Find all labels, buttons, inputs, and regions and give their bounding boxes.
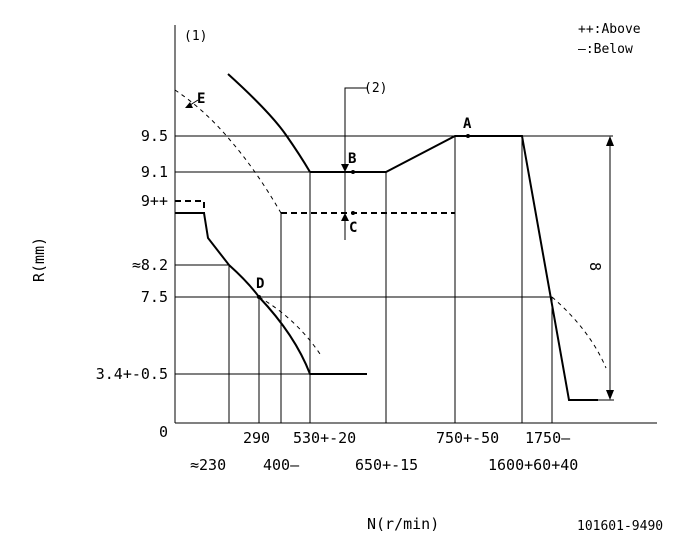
vertical-drop-lines xyxy=(228,136,553,423)
x-tick-1750: 1750— xyxy=(525,429,571,447)
x-tick-290: 290 xyxy=(243,429,270,447)
horizontal-reference-lines xyxy=(175,135,613,375)
y-tick-labels: 9.5 9.1 9++ ≈8.2 7.5 3.4+-0.5 0 xyxy=(96,127,168,441)
legend-below: —:Below xyxy=(578,42,633,57)
part-number: 101601-9490 xyxy=(577,519,663,534)
y-tick-8-2: ≈8.2 xyxy=(132,256,168,274)
x-axis-label: N(r/min) xyxy=(367,515,439,533)
dimension-8-label: 8 xyxy=(586,262,604,271)
dashed-curves xyxy=(174,89,607,369)
dimension-8-arrows xyxy=(606,136,614,400)
callout-arrows xyxy=(341,164,349,221)
dashed-bold-lines xyxy=(175,200,455,214)
y-tick-9-1: 9.1 xyxy=(141,163,168,181)
point-c-label: C xyxy=(349,220,357,236)
y-tick-7-5: 7.5 xyxy=(141,288,168,306)
x-tick-400: 400— xyxy=(263,456,300,474)
y-tick-3-4: 3.4+-0.5 xyxy=(96,365,168,383)
y-tick-9-5: 9.5 xyxy=(141,127,168,145)
point-e-label: E xyxy=(197,91,205,107)
x-tick-labels: 290 530+-20 750+-50 1750— ≈230 400— 650+… xyxy=(190,429,578,474)
point-markers xyxy=(257,134,470,299)
y-tick-0: 0 xyxy=(159,423,168,441)
point-d-label: D xyxy=(256,276,264,292)
point-a-label: A xyxy=(463,116,472,132)
x-tick-650: 650+-15 xyxy=(355,456,418,474)
e-arrow xyxy=(185,99,199,108)
legend-above: ++:Above xyxy=(578,22,641,37)
point-b-label: B xyxy=(348,151,356,167)
y-tick-9: 9++ xyxy=(141,192,168,210)
marker-2: (2) xyxy=(364,81,387,96)
x-tick-530: 530+-20 xyxy=(293,429,356,447)
marker-1: (1) xyxy=(184,29,207,44)
y-axis-label: R(mm) xyxy=(30,237,48,282)
x-tick-1600: 1600+60+40 xyxy=(488,456,578,474)
x-tick-750: 750+-50 xyxy=(436,429,499,447)
x-tick-230: ≈230 xyxy=(190,456,226,474)
dimension-8 xyxy=(598,142,614,401)
